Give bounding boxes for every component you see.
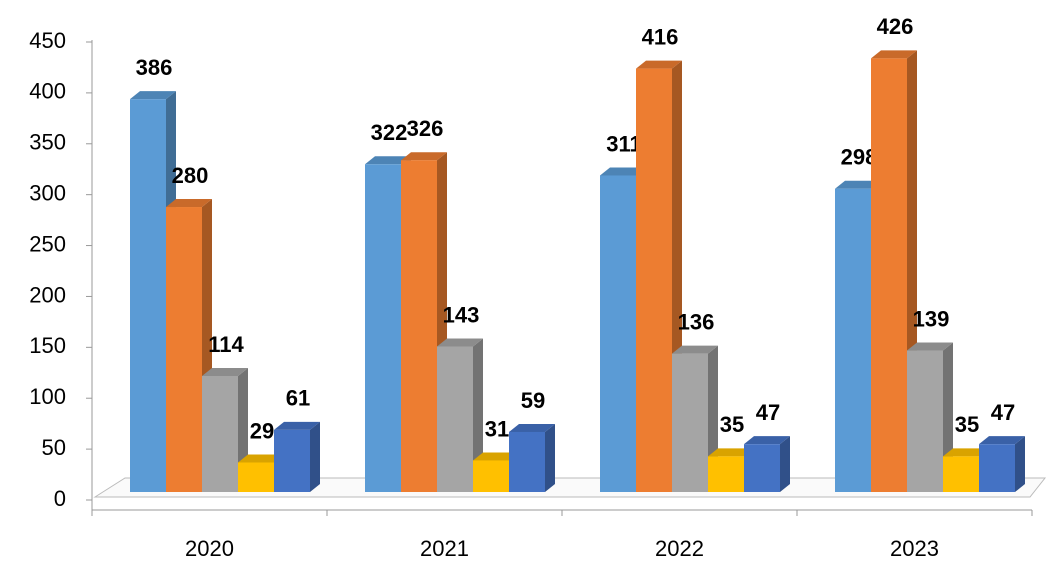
bar-side bbox=[310, 421, 320, 492]
value-label: 61 bbox=[286, 386, 310, 411]
bar-top bbox=[202, 367, 248, 376]
value-label: 139 bbox=[913, 306, 950, 331]
bar-top bbox=[871, 50, 917, 59]
bar bbox=[166, 207, 202, 492]
bar-top bbox=[672, 345, 718, 354]
bar-top bbox=[238, 454, 284, 463]
bar-top bbox=[401, 152, 447, 161]
bar-side bbox=[473, 338, 483, 492]
x-tick-label: 2023 bbox=[890, 536, 939, 561]
bar bbox=[509, 431, 545, 492]
value-label: 386 bbox=[136, 55, 173, 80]
value-label: 35 bbox=[720, 412, 744, 437]
bar bbox=[943, 456, 979, 492]
value-label: 35 bbox=[955, 412, 979, 437]
y-tick-label: 100 bbox=[29, 384, 66, 409]
bar-side bbox=[545, 423, 555, 492]
y-tick-label: 350 bbox=[29, 130, 66, 155]
value-label: 31 bbox=[485, 416, 509, 441]
bar bbox=[130, 99, 166, 492]
value-label: 416 bbox=[642, 24, 679, 49]
bar-top bbox=[907, 342, 953, 351]
bar bbox=[708, 456, 744, 492]
y-tick-label: 450 bbox=[29, 28, 66, 53]
value-label: 280 bbox=[172, 163, 209, 188]
bar bbox=[672, 353, 708, 492]
value-label: 426 bbox=[877, 14, 914, 39]
y-tick-label: 400 bbox=[29, 79, 66, 104]
floor bbox=[93, 477, 1047, 498]
value-label: 29 bbox=[250, 418, 274, 443]
bar-top bbox=[636, 60, 682, 69]
y-tick-label: 0 bbox=[54, 486, 66, 511]
value-label: 114 bbox=[208, 332, 244, 357]
bar bbox=[600, 175, 636, 492]
bar-top bbox=[365, 156, 411, 165]
value-label: 59 bbox=[521, 388, 545, 413]
bar bbox=[365, 164, 401, 492]
bar bbox=[473, 460, 509, 492]
x-tick-label: 2020 bbox=[185, 536, 234, 561]
bar-top bbox=[473, 452, 519, 461]
bar bbox=[437, 346, 473, 492]
x-tick-label: 2021 bbox=[420, 536, 469, 561]
bar bbox=[835, 188, 871, 493]
bar-top bbox=[744, 436, 790, 445]
y-tick-label: 250 bbox=[29, 231, 66, 256]
value-label: 143 bbox=[443, 302, 480, 327]
value-label: 136 bbox=[678, 309, 715, 334]
bar-top bbox=[166, 199, 212, 208]
bar-top bbox=[708, 448, 754, 457]
bar bbox=[202, 375, 238, 492]
value-label: 311 bbox=[606, 131, 642, 156]
bar bbox=[907, 350, 943, 492]
bar-top bbox=[979, 436, 1025, 445]
x-tick-label: 2022 bbox=[655, 536, 704, 561]
bar-top bbox=[835, 180, 881, 189]
bar bbox=[871, 58, 907, 492]
bar bbox=[401, 160, 437, 492]
bar bbox=[238, 462, 274, 492]
bar-top bbox=[600, 167, 646, 176]
value-label: 322 bbox=[371, 120, 408, 145]
bar-top bbox=[943, 448, 989, 457]
bar bbox=[636, 68, 672, 493]
value-label: 47 bbox=[991, 400, 1015, 425]
y-tick-label: 200 bbox=[29, 282, 66, 307]
bar-side bbox=[780, 436, 790, 492]
bar bbox=[274, 429, 310, 492]
value-label: 326 bbox=[407, 116, 444, 141]
y-tick-label: 300 bbox=[29, 180, 66, 205]
y-tick-label: 150 bbox=[29, 333, 66, 358]
bar-top bbox=[437, 338, 483, 347]
y-tick-label: 50 bbox=[42, 435, 66, 460]
bar-side bbox=[1015, 436, 1025, 492]
bar bbox=[979, 444, 1015, 492]
bar-top bbox=[130, 91, 176, 100]
bar bbox=[744, 444, 780, 492]
value-label: 47 bbox=[756, 400, 780, 425]
bar-top bbox=[509, 423, 555, 432]
bar-top bbox=[274, 421, 320, 430]
